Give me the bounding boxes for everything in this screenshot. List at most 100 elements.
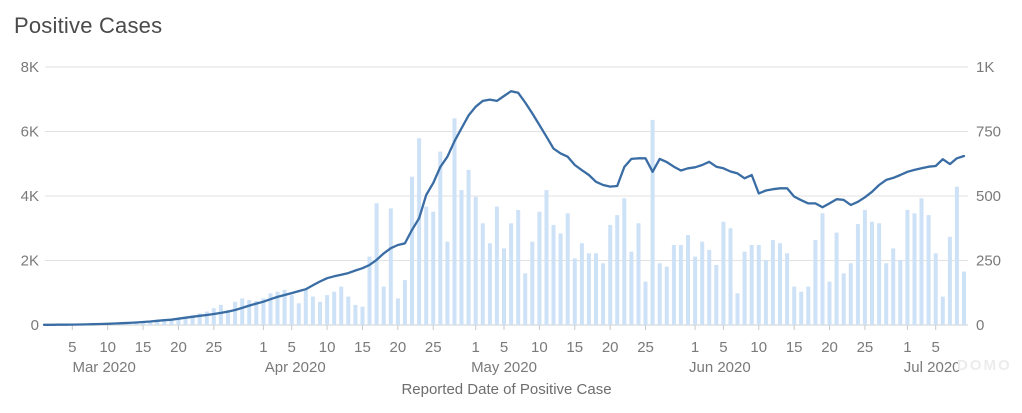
daily-cases-bar[interactable] bbox=[126, 323, 131, 325]
daily-cases-bar[interactable] bbox=[756, 245, 761, 325]
daily-cases-bar[interactable] bbox=[742, 251, 747, 325]
daily-cases-bar[interactable] bbox=[254, 301, 259, 325]
daily-cases-bar[interactable] bbox=[509, 223, 514, 325]
daily-cases-bar[interactable] bbox=[417, 138, 422, 325]
daily-cases-bar[interactable] bbox=[395, 298, 400, 325]
daily-cases-bar[interactable] bbox=[473, 196, 478, 325]
daily-cases-bar[interactable] bbox=[841, 273, 846, 325]
daily-cases-bar[interactable] bbox=[820, 213, 825, 325]
daily-cases-bar[interactable] bbox=[643, 281, 648, 325]
daily-cases-bar[interactable] bbox=[933, 253, 938, 325]
daily-cases-bar[interactable] bbox=[346, 296, 351, 325]
daily-cases-bar[interactable] bbox=[700, 241, 705, 325]
daily-cases-bar[interactable] bbox=[735, 293, 740, 325]
daily-cases-bar[interactable] bbox=[325, 295, 330, 325]
daily-cases-bar[interactable] bbox=[204, 311, 209, 325]
daily-cases-bar[interactable] bbox=[884, 263, 889, 325]
daily-cases-bar[interactable] bbox=[339, 286, 344, 325]
daily-cases-bar[interactable] bbox=[891, 248, 896, 325]
daily-cases-bar[interactable] bbox=[360, 306, 365, 325]
daily-cases-bar[interactable] bbox=[494, 206, 499, 325]
daily-cases-bar[interactable] bbox=[438, 151, 443, 325]
daily-cases-bar[interactable] bbox=[226, 310, 230, 325]
daily-cases-bar[interactable] bbox=[388, 208, 393, 325]
daily-cases-bar[interactable] bbox=[707, 249, 712, 325]
daily-cases-bar[interactable] bbox=[778, 243, 782, 325]
daily-cases-bar[interactable] bbox=[855, 224, 860, 325]
daily-cases-bar[interactable] bbox=[183, 316, 188, 325]
daily-cases-bar[interactable] bbox=[622, 198, 627, 325]
daily-cases-bar[interactable] bbox=[353, 304, 358, 325]
daily-cases-bar[interactable] bbox=[431, 211, 436, 325]
daily-cases-bar[interactable] bbox=[714, 264, 719, 325]
daily-cases-bar[interactable] bbox=[792, 286, 797, 325]
daily-cases-bar[interactable] bbox=[551, 224, 556, 325]
daily-cases-bar[interactable] bbox=[877, 223, 882, 325]
daily-cases-bar[interactable] bbox=[134, 323, 138, 326]
daily-cases-bar[interactable] bbox=[834, 232, 839, 325]
daily-cases-bar[interactable] bbox=[926, 215, 931, 325]
daily-cases-bar[interactable] bbox=[466, 169, 471, 325]
daily-cases-bar[interactable] bbox=[318, 301, 322, 325]
daily-cases-bar[interactable] bbox=[870, 221, 874, 325]
daily-cases-bar[interactable] bbox=[530, 241, 535, 325]
daily-cases-bar[interactable] bbox=[763, 260, 768, 325]
daily-cases-bar[interactable] bbox=[410, 176, 414, 325]
daily-cases-bar[interactable] bbox=[954, 186, 959, 325]
daily-cases-bar[interactable] bbox=[402, 280, 407, 325]
daily-cases-bar[interactable] bbox=[905, 209, 910, 325]
daily-cases-bar[interactable] bbox=[615, 215, 620, 325]
daily-cases-bar[interactable] bbox=[962, 271, 966, 325]
daily-cases-bar[interactable] bbox=[544, 190, 549, 325]
daily-cases-bar[interactable] bbox=[148, 322, 153, 325]
daily-cases-bar[interactable] bbox=[268, 293, 273, 325]
daily-cases-bar[interactable] bbox=[218, 304, 223, 325]
daily-cases-bar[interactable] bbox=[678, 245, 683, 325]
daily-cases-bar[interactable] bbox=[898, 260, 903, 325]
daily-cases-bar[interactable] bbox=[502, 248, 506, 325]
daily-cases-bar[interactable] bbox=[537, 211, 542, 325]
daily-cases-bar[interactable] bbox=[785, 253, 790, 325]
daily-cases-bar[interactable] bbox=[487, 243, 492, 325]
daily-cases-bar[interactable] bbox=[523, 273, 528, 325]
daily-cases-bar[interactable] bbox=[601, 263, 606, 325]
daily-cases-bar[interactable] bbox=[608, 224, 613, 325]
daily-cases-bar[interactable] bbox=[770, 240, 775, 325]
daily-cases-bar[interactable] bbox=[947, 236, 952, 325]
daily-cases-bar[interactable] bbox=[919, 198, 924, 325]
daily-cases-bar[interactable] bbox=[119, 324, 124, 325]
daily-cases-bar[interactable] bbox=[296, 303, 301, 325]
daily-cases-bar[interactable] bbox=[749, 245, 754, 325]
daily-cases-bar[interactable] bbox=[275, 291, 280, 325]
daily-cases-bar[interactable] bbox=[912, 213, 917, 325]
daily-cases-bar[interactable] bbox=[332, 291, 337, 325]
daily-cases-bar[interactable] bbox=[303, 289, 308, 325]
daily-cases-bar[interactable] bbox=[445, 241, 450, 325]
daily-cases-bar[interactable] bbox=[586, 253, 591, 325]
daily-cases-bar[interactable] bbox=[247, 300, 252, 325]
trend-line[interactable] bbox=[42, 90, 966, 326]
daily-cases-bar[interactable] bbox=[721, 221, 726, 325]
daily-cases-bar[interactable] bbox=[686, 235, 690, 325]
daily-cases-bar[interactable] bbox=[629, 251, 634, 325]
daily-cases-bar[interactable] bbox=[480, 223, 485, 325]
daily-cases-bar[interactable] bbox=[197, 313, 202, 325]
daily-cases-bar[interactable] bbox=[827, 281, 832, 325]
daily-cases-bar[interactable] bbox=[728, 228, 733, 326]
daily-cases-bar[interactable] bbox=[459, 190, 464, 325]
daily-cases-bar[interactable] bbox=[169, 319, 174, 325]
daily-cases-bar[interactable] bbox=[862, 209, 867, 325]
daily-cases-bar[interactable] bbox=[671, 245, 676, 325]
daily-cases-bar[interactable] bbox=[155, 321, 160, 325]
daily-cases-bar[interactable] bbox=[848, 263, 853, 325]
daily-cases-bar[interactable] bbox=[381, 286, 386, 325]
daily-cases-bar[interactable] bbox=[282, 289, 287, 325]
daily-cases-bar[interactable] bbox=[261, 298, 266, 325]
daily-cases-bar[interactable] bbox=[565, 213, 570, 325]
daily-cases-bar[interactable] bbox=[813, 240, 818, 325]
daily-cases-bar[interactable] bbox=[516, 209, 521, 325]
daily-cases-bar[interactable] bbox=[579, 243, 584, 325]
daily-cases-bar[interactable] bbox=[240, 298, 245, 325]
daily-cases-bar[interactable] bbox=[452, 118, 457, 325]
daily-cases-bar[interactable] bbox=[558, 233, 563, 325]
